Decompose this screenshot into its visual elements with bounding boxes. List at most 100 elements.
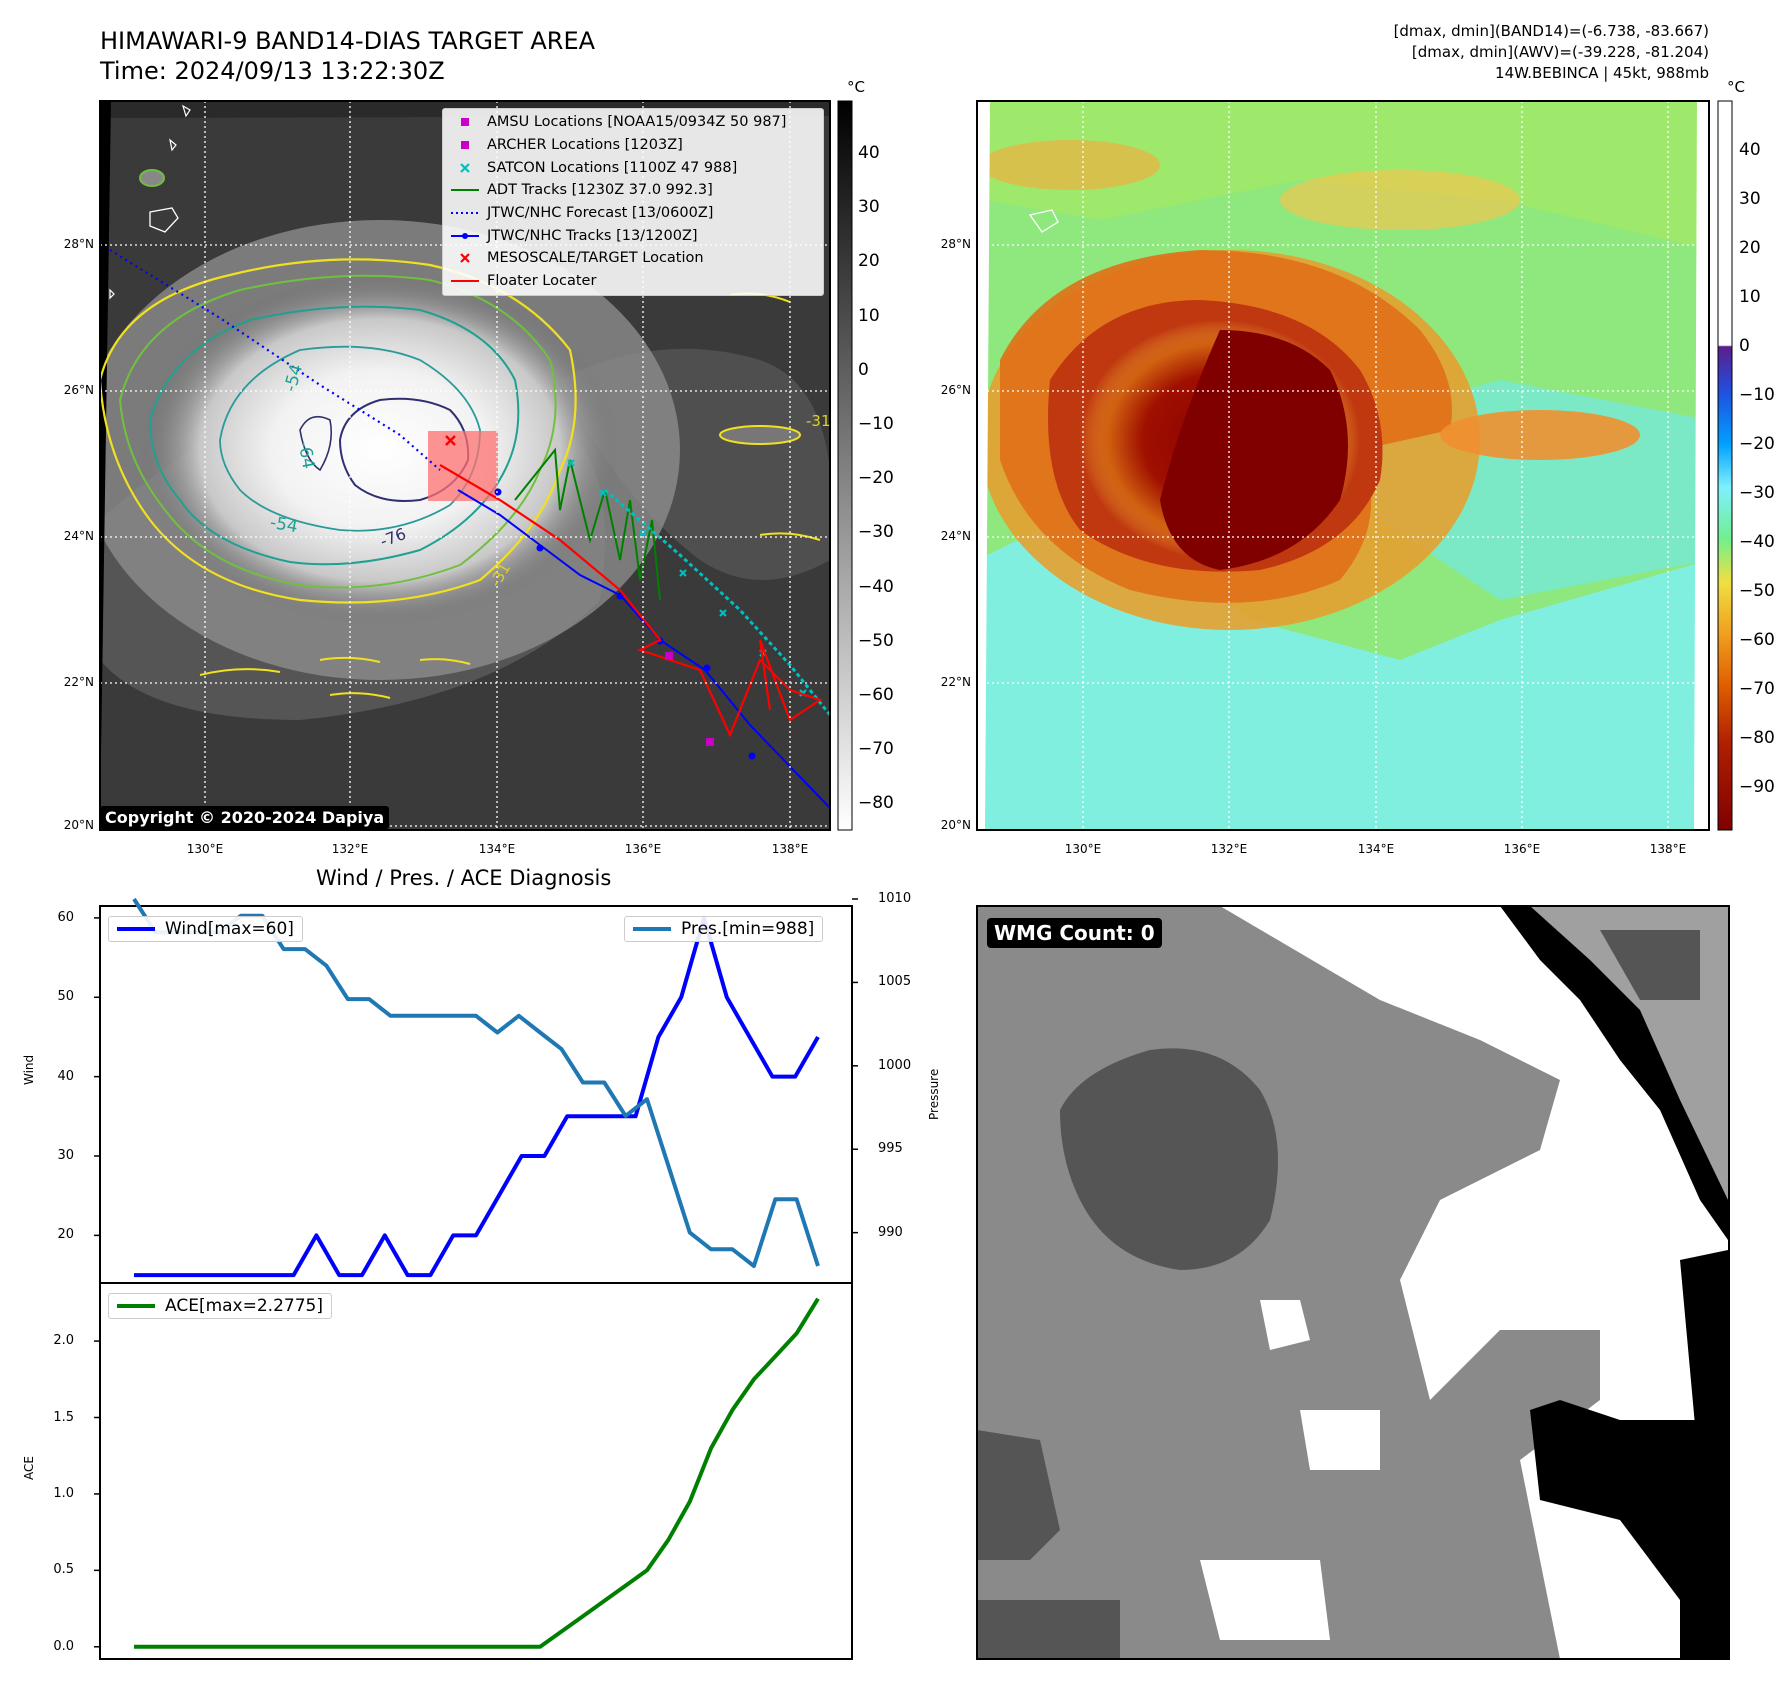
awv-colorbar-tick: 40 (1739, 140, 1761, 160)
pressure-series-line (132, 897, 820, 1268)
ace-tick-label: 0.5 (53, 1562, 74, 1578)
wind-legend-swatch (117, 927, 155, 931)
amsu-marker (706, 738, 714, 746)
map-legend-label: ARCHER Locations [1203Z] (487, 137, 683, 154)
archer-marker (665, 652, 673, 660)
ir-lon-tick: 132°E (331, 842, 369, 856)
ir-colorbar-tick: 40 (858, 143, 880, 163)
awv-colorbar-tick: 10 (1739, 287, 1761, 307)
floater-track (439, 464, 823, 738)
map-legend-row: AMSU Locations [NOAA15/0934Z 50 987] (443, 111, 823, 134)
ir-lat-tick: 24°N (63, 529, 94, 543)
jtwc-forecast-track (109, 249, 441, 471)
map-legend-symbol (461, 141, 469, 150)
ir-colorbar-unit: °C (847, 78, 865, 96)
wind-tick-label: 50 (57, 989, 74, 1005)
map-legend-symbol (451, 212, 479, 215)
awv-colorbar-tick: 30 (1739, 189, 1761, 209)
awv-colorbar (1717, 100, 1733, 831)
map-legend-symbol (451, 189, 479, 192)
map-legend-row: JTWC/NHC Forecast [13/0600Z] (443, 202, 823, 225)
map-legend-label: AMSU Locations [NOAA15/0934Z 50 987] (487, 114, 787, 131)
pressure-legend-swatch (633, 927, 671, 931)
awv-colorbar-tick: −40 (1739, 532, 1775, 552)
awv-map-frame (976, 100, 1710, 831)
awv-colorbar-tick: −50 (1739, 581, 1775, 601)
ace-legend-label: ACE[max=2.2775] (165, 1296, 323, 1316)
contour-yellow (100, 258, 577, 604)
info-line-2: [dmax, dmin](AWV)=(-39.228, -81.204) (1411, 43, 1709, 61)
ace-series-line (134, 1297, 820, 1649)
awv-colorbar-tick: −60 (1739, 630, 1775, 650)
awv-colorbar-tick: −20 (1739, 434, 1775, 454)
ir-colorbar-tick: 30 (858, 197, 880, 218)
wmg-count-badge: WMG Count: 0 (987, 918, 1162, 948)
ace-tick-label: 0.0 (53, 1638, 74, 1654)
target-x-marker (445, 435, 456, 446)
ir-lat-tick: 20°N (63, 818, 94, 832)
awv-colorbar-tick: −80 (1739, 728, 1775, 748)
wind-axis-label: Wind (22, 1054, 36, 1085)
awv-lon-tick: 134°E (1357, 842, 1395, 856)
map-legend-symbol (460, 253, 470, 264)
awv-lon-tick: 132°E (1210, 842, 1248, 856)
ir-colorbar-tick: −60 (858, 685, 894, 705)
ace-axes (99, 1282, 853, 1660)
contour-label-5: -31 (806, 412, 831, 430)
map-legend-row: Floater Locater (443, 270, 823, 293)
awv-map-panel (977, 101, 1709, 830)
ir-colorbar-tick: 10 (858, 305, 880, 326)
pressure-tick-label: 1010 (878, 891, 912, 906)
map-legend-row: ARCHER Locations [1203Z] (443, 134, 823, 157)
map-legend-label: Floater Locater (487, 273, 597, 290)
pressure-axis-label: Pressure (927, 1068, 941, 1120)
awv-gridlines (977, 101, 1709, 830)
map-legend-symbol (461, 118, 469, 127)
ir-colorbar-tick: −50 (858, 630, 894, 651)
awv-colorbar-tick: 0 (1739, 336, 1750, 356)
map-legend-label: SATCON Locations [1100Z 47 988] (487, 159, 738, 176)
ace-legend: ACE[max=2.2775] (108, 1293, 332, 1319)
copyright-label: Copyright © 2020-2024 Dapiya (100, 806, 390, 829)
awv-lat-tick: 26°N (940, 383, 971, 397)
wmg-black-region (1220, 906, 1728, 1240)
ir-colorbar-tick: −30 (858, 522, 894, 543)
ir-colorbar (837, 100, 853, 831)
ir-colorbar-tick: −70 (858, 739, 894, 760)
wmg-frame (976, 905, 1730, 1660)
pressure-tick-label: 1005 (878, 974, 912, 990)
map-legend-row: SATCON Locations [1100Z 47 988] (443, 156, 823, 179)
wind-legend-label: Wind[max=60] (165, 919, 294, 939)
pressure-legend: Pres.[min=988] (624, 916, 824, 942)
diagnosis-title: Wind / Pres. / ACE Diagnosis (316, 866, 612, 890)
ir-lon-tick: 138°E (771, 842, 809, 856)
ir-lon-tick: 136°E (624, 842, 662, 856)
ir-colorbar-tick: −10 (858, 414, 894, 434)
ir-lat-tick: 26°N (63, 383, 94, 397)
ir-colorbar-tick: 20 (858, 251, 880, 272)
ir-lon-tick: 130°E (186, 842, 224, 856)
ace-tick-label: 1.0 (53, 1485, 74, 1501)
wmg-panel (976, 905, 1730, 1660)
wmg-dark-core (1060, 1048, 1278, 1270)
map-legend-symbol (451, 280, 479, 283)
ace-axis-label: ACE (22, 1456, 36, 1480)
ir-map-frame (99, 100, 831, 831)
map-legend-label: JTWC/NHC Tracks [13/1200Z] (487, 227, 698, 244)
awv-lon-tick: 136°E (1503, 842, 1541, 856)
map-legend-label: ADT Tracks [1230Z 37.0 992.3] (487, 182, 713, 199)
map-legend-symbol (460, 162, 470, 173)
awv-colorbar-tick: −70 (1739, 679, 1775, 699)
awv-lon-tick: 138°E (1649, 842, 1687, 856)
awv-lat-tick: 28°N (940, 237, 971, 251)
pressure-legend-label: Pres.[min=988] (681, 919, 815, 939)
title-line-1: HIMAWARI-9 BAND14-DIAS TARGET AREA (100, 27, 596, 55)
ace-tick-label: 2.0 (53, 1333, 74, 1349)
title-line-2: Time: 2024/09/13 13:22:30Z (100, 57, 445, 85)
map-legend-row: JTWC/NHC Tracks [13/1200Z] (443, 224, 823, 247)
map-legend-label: MESOSCALE/TARGET Location (487, 250, 704, 267)
awv-colorbar-tick: −10 (1739, 385, 1775, 405)
pressure-tick-label: 995 (878, 1141, 903, 1157)
ace-tick-label: 1.5 (53, 1409, 74, 1425)
